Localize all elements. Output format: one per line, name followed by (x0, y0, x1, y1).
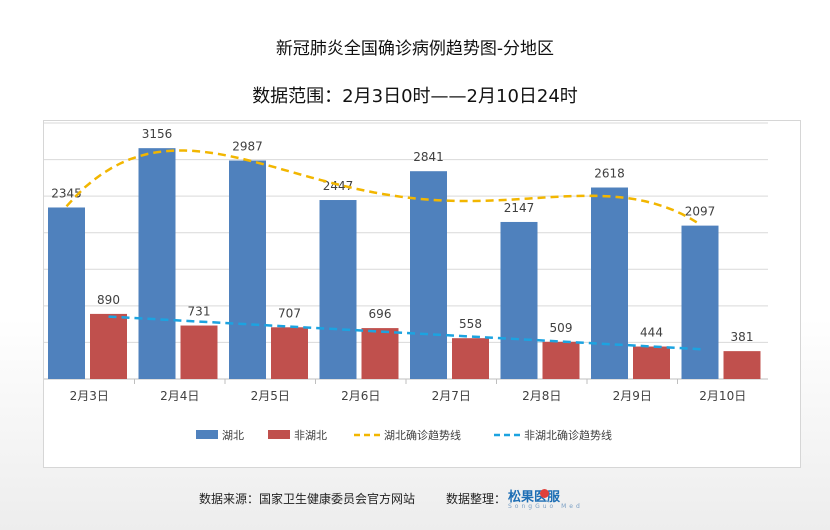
data-label-hubei: 2841 (413, 150, 444, 164)
x-tick-label: 2月3日 (70, 389, 109, 403)
data-label-non-hubei: 731 (188, 305, 211, 319)
data-label-non-hubei: 444 (640, 326, 663, 340)
data-label-hubei: 2447 (323, 179, 354, 193)
trendline-hubei (65, 149, 701, 226)
x-tick-label: 2月8日 (522, 389, 561, 403)
bar-hubei (681, 225, 719, 379)
data-label-non-hubei: 381 (731, 330, 754, 344)
x-tick-label: 2月6日 (341, 389, 380, 403)
data-label-non-hubei: 890 (97, 293, 120, 307)
bar-non-hubei (633, 346, 670, 379)
data-label-hubei: 2618 (594, 167, 625, 181)
bar-hubei (229, 160, 266, 379)
bar-hubei (500, 221, 538, 379)
data-label-non-hubei: 707 (278, 306, 301, 320)
x-tick-label: 2月4日 (160, 389, 199, 403)
data-label-hubei: 2097 (685, 205, 716, 219)
chart-title: 新冠肺炎全国确诊病例趋势图-分地区 (275, 39, 555, 59)
songguo-logo: 松果医服 SongGuo Med (508, 486, 588, 516)
bar-non-hubei (723, 351, 761, 379)
data-label-hubei: 3156 (142, 127, 173, 141)
bar-hubei (138, 148, 176, 379)
chart-panel: 2345 890 2月3日 3156 731 2月4日 2987 707 2月5日 2447 696… (43, 120, 801, 468)
bar-non-hubei (361, 328, 399, 379)
footer-organizer-label: 数据整理： (446, 492, 507, 506)
data-label-non-hubei: 558 (459, 317, 482, 331)
bar-hubei (319, 200, 357, 379)
legend-hubei-label: 湖北 (222, 429, 244, 442)
x-tick-label: 2月7日 (432, 389, 471, 403)
logo-subtext: SongGuo Med (508, 503, 583, 510)
x-tick-label: 2月10日 (699, 389, 746, 403)
chart-svg: 2345 890 2月3日 3156 731 2月4日 2987 707 2月5日 2447 696… (44, 122, 768, 442)
bar-non-hubei (452, 338, 489, 379)
bar-non-hubei (542, 341, 580, 379)
legend-hubei-swatch (196, 430, 218, 439)
legend-non-hubei-trend-label: 非湖北确诊趋势线 (524, 428, 612, 442)
data-label-non-hubei: 696 (369, 307, 392, 321)
bar-non-hubei (180, 325, 218, 379)
footer-source: 数据来源：国家卫生健康委员会官方网站 (199, 492, 416, 506)
data-label-hubei: 2147 (504, 201, 535, 215)
trendline-non-hubei (108, 315, 703, 351)
bar-non-hubei (90, 313, 127, 379)
data-label-hubei: 2345 (51, 186, 82, 200)
footer: 数据来源：国家卫生健康委员会官方网站 数据整理： 松果医服 SongGuo Me… (0, 489, 830, 510)
bar-hubei (591, 187, 628, 379)
legend-non-hubei-label: 非湖北 (294, 429, 327, 442)
data-label-hubei: 2987 (232, 140, 263, 154)
legend-non-hubei-swatch (268, 430, 290, 439)
legend-hubei-trend-label: 湖北确诊趋势线 (384, 428, 461, 442)
chart-subtitle: 数据范围：2月3日0时——2月10日24时 (252, 86, 578, 107)
x-tick-label: 2月9日 (613, 389, 652, 403)
bar-hubei (48, 207, 85, 379)
bar-hubei (410, 171, 447, 379)
logo-fruit-icon (540, 489, 549, 498)
data-label-non-hubei: 509 (550, 321, 573, 335)
bar-non-hubei (271, 327, 308, 379)
x-tick-label: 2月5日 (251, 389, 290, 403)
